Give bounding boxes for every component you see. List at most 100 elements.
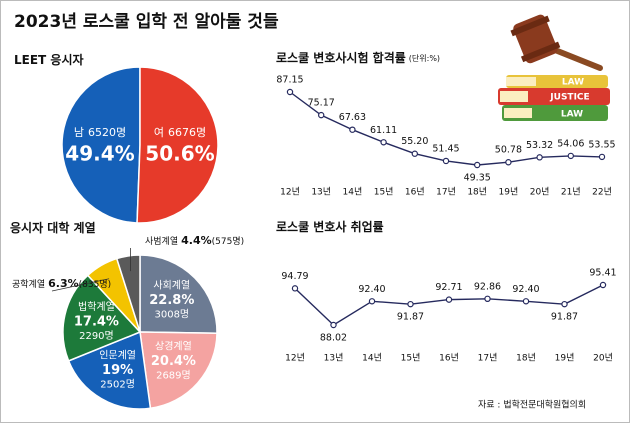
point	[349, 126, 356, 133]
x-tick-label: 16년	[405, 187, 425, 198]
pie-slice	[67, 330, 152, 410]
outside-label: 사범계열 4.4%(575명)	[145, 234, 244, 247]
leader-line	[51, 278, 110, 292]
gavel-head	[510, 14, 561, 64]
point	[536, 154, 543, 161]
slice-count: 2290명	[79, 330, 114, 342]
value-label: 91.87	[397, 312, 424, 323]
source: 자료 : 법학전문대학원협의회	[478, 399, 586, 411]
value-label: 92.86	[474, 281, 501, 292]
book-label: JUSTICE	[549, 93, 589, 103]
slice-label: 여 6676명	[154, 126, 206, 139]
point	[330, 321, 337, 329]
slice-name: 상경계열	[155, 340, 192, 353]
book-pages	[506, 77, 536, 86]
point	[522, 298, 530, 305]
value-label: 49.35	[464, 173, 491, 184]
value-label: 92.71	[435, 282, 462, 293]
value-label: 61.11	[370, 125, 397, 136]
x-tick-label: 17년	[436, 187, 456, 198]
point	[407, 300, 414, 308]
chart-title-text: 응시자 대학 계열	[10, 220, 96, 235]
point	[411, 150, 418, 157]
slice-value: 50.6%	[145, 142, 214, 166]
x-tick-label: 22년	[592, 187, 612, 198]
x-tick-label: 15년	[374, 187, 394, 198]
x-tick-label: 12년	[280, 187, 300, 198]
point	[442, 157, 450, 165]
point	[368, 298, 376, 305]
slice-value: 22.8%	[149, 293, 194, 308]
outside-label-part: 공학계열	[12, 278, 45, 290]
chart-title-text: 로스쿨 변호사 취업률	[276, 219, 384, 234]
slice-value: 49.4%	[65, 142, 134, 166]
value-label: 54.06	[557, 138, 584, 149]
x-tick-label: 17년	[478, 353, 498, 364]
outside-label-part: 6.3%	[48, 277, 79, 290]
book-label: LAW	[561, 110, 583, 120]
slice-value: 17.4%	[74, 315, 119, 330]
point	[484, 295, 491, 303]
slice-label: 남 6520명	[74, 126, 126, 139]
outside-label-part: (835명)	[79, 279, 111, 290]
point	[598, 153, 606, 161]
pie-slice	[139, 331, 218, 410]
pie-slice	[62, 274, 142, 362]
slice-count: 3008명	[154, 309, 189, 321]
pie-slice	[61, 66, 141, 224]
chart-title: 로스쿨 변호사시험 합격률 (단위:%)	[276, 50, 440, 65]
slice-label-part: 여	[154, 126, 164, 139]
x-tick-label: 13년	[311, 187, 331, 198]
x-tick-label: 19년	[555, 353, 575, 364]
book-label: LAW	[562, 78, 584, 88]
slice-count: 2502명	[100, 379, 135, 391]
x-tick-label: 16년	[439, 353, 459, 364]
value-label: 87.15	[276, 75, 303, 86]
chart-title-text: LEET 응시자	[14, 52, 84, 67]
outside-label: 공학계열 6.3%(835명)	[12, 277, 111, 290]
x-tick-label: 21년	[561, 187, 581, 198]
pie-slice	[115, 254, 141, 333]
value-label: 53.32	[526, 140, 553, 151]
pie-slice	[136, 66, 219, 224]
slice-value: 19%	[102, 363, 133, 378]
x-tick-label: 20년	[530, 187, 550, 198]
value-label: 88.02	[320, 333, 347, 344]
outside-label-part: 사범계열	[145, 235, 178, 247]
x-tick-label: 19년	[499, 187, 519, 198]
x-tick-label: 15년	[401, 353, 421, 364]
pie-slice	[139, 254, 218, 334]
point	[599, 281, 607, 289]
point	[561, 300, 568, 308]
slice-name: 인문계열	[99, 350, 136, 362]
x-tick-label: 18년	[467, 187, 487, 198]
value-label: 51.45	[432, 143, 459, 154]
book-pages	[504, 108, 532, 118]
x-tick-label: 14년	[343, 187, 363, 198]
point	[380, 139, 387, 146]
point	[445, 296, 453, 303]
value-label: 95.41	[589, 268, 616, 279]
x-tick-label: 14년	[362, 353, 382, 364]
chart-title: 로스쿨 변호사 취업률	[276, 219, 384, 234]
value-label: 67.63	[339, 112, 366, 123]
value-label: 53.55	[588, 139, 615, 150]
main-title: 2023년 로스쿨 입학 전 알아둘 것들	[14, 12, 279, 32]
slice-label-part: 6520명	[88, 126, 126, 139]
chart-subtitle: (단위:%)	[409, 53, 440, 63]
value-label: 92.40	[512, 284, 539, 295]
point	[291, 285, 299, 292]
slice-label-part: 남	[74, 126, 84, 139]
chart-title-text: 로스쿨 변호사시험 합격률	[276, 50, 406, 65]
point	[567, 152, 575, 160]
x-tick-label: 13년	[324, 353, 344, 364]
outside-label-part: (575명)	[212, 236, 244, 247]
x-tick-label: 18년	[516, 353, 536, 364]
point	[318, 111, 325, 119]
slice-count: 2689명	[156, 370, 191, 382]
point	[474, 161, 481, 169]
value-label: 91.87	[551, 312, 578, 323]
chart-title: 응시자 대학 계열	[10, 220, 96, 235]
book-pages	[500, 91, 528, 102]
slice-name: 법학계열	[78, 301, 115, 313]
